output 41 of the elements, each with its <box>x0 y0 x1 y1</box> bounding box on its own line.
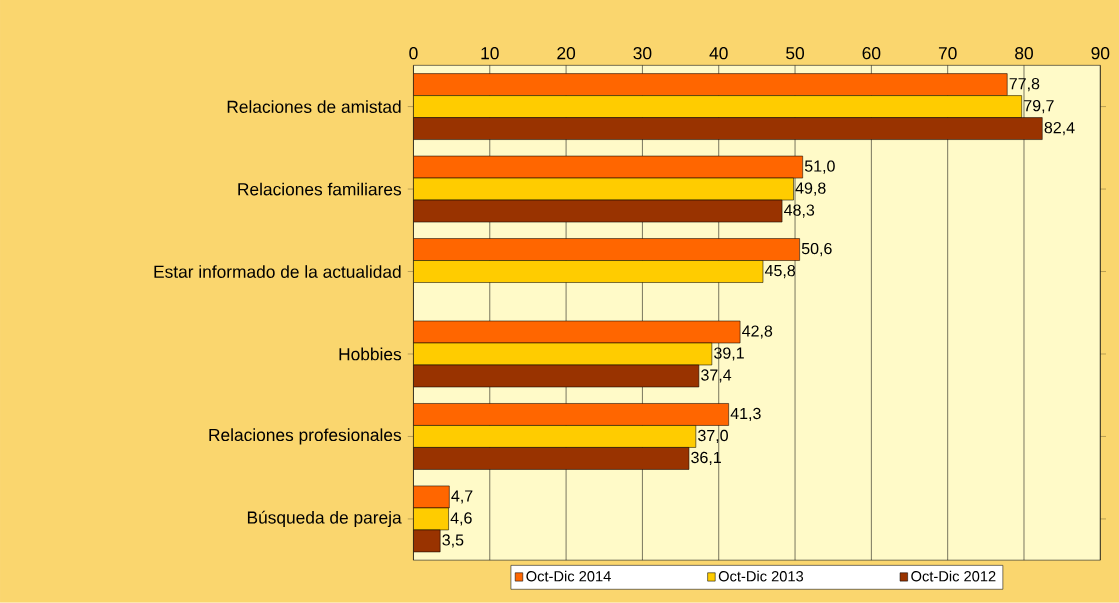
data-label: 79,7 <box>1024 100 1054 114</box>
x-tick-label: 50 <box>786 47 805 60</box>
y-tick-label: Relaciones profesionales <box>209 428 402 445</box>
data-label: 49,8 <box>795 182 826 196</box>
y-tick-label: Hobbies <box>339 347 402 361</box>
y-tick-label: Estar informado de la actualidad <box>154 265 401 278</box>
data-label: 51,0 <box>804 160 835 174</box>
data-label: 4,6 <box>450 512 472 526</box>
data-label: 3,5 <box>442 534 464 548</box>
bar <box>413 95 1022 118</box>
x-tick-label: 30 <box>633 47 652 60</box>
x-tick-label: 60 <box>862 47 881 60</box>
legend-label: Oct-Dic 2012 <box>911 570 996 582</box>
x-tick-label: 0 <box>409 47 418 60</box>
y-tick-label: Relaciones de amistad <box>227 100 401 114</box>
data-label: 39,1 <box>714 347 744 361</box>
data-label: 42,8 <box>742 325 773 339</box>
data-label: 37,4 <box>701 369 732 383</box>
bar <box>413 342 713 366</box>
x-tick-label: 70 <box>938 47 957 60</box>
x-tick-label: 20 <box>557 47 576 60</box>
data-label: 4,7 <box>451 490 473 504</box>
data-label: 77,8 <box>1009 78 1040 92</box>
legend-label: Oct-Dic 2013 <box>718 570 804 582</box>
data-label: 45,8 <box>764 264 796 279</box>
bar <box>413 260 764 283</box>
x-tick-label: 80 <box>1015 47 1033 60</box>
data-label: 36,1 <box>691 451 721 466</box>
x-tick-label: 90 <box>1091 47 1110 60</box>
y-tick-label: Relaciones familiares <box>238 182 402 196</box>
data-label: 82,4 <box>1044 122 1075 136</box>
x-tick-label: 40 <box>709 47 728 60</box>
bar <box>413 177 794 201</box>
y-tick-label: Búsqueda de pareja <box>247 510 402 528</box>
bar <box>413 425 697 448</box>
data-label: 50,6 <box>801 243 832 257</box>
data-label: 37,0 <box>698 429 728 444</box>
legend-label: Oct-Dic 2014 <box>526 570 611 582</box>
x-tick-label: 10 <box>481 47 499 60</box>
data-label: 41,3 <box>730 407 761 422</box>
data-label: 48,3 <box>784 204 815 218</box>
